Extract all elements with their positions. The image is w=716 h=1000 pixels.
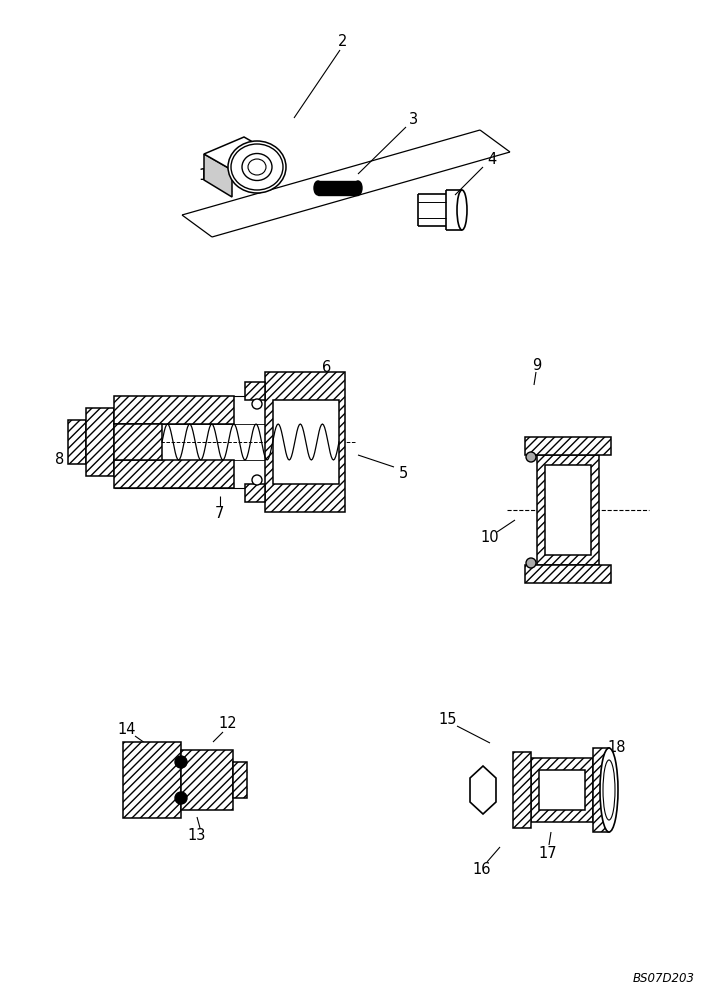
Text: 2: 2	[339, 34, 348, 49]
Bar	[318, 181, 358, 195]
Ellipse shape	[354, 181, 362, 195]
Bar	[593, 748, 609, 832]
Bar	[539, 770, 585, 810]
Bar	[525, 565, 611, 583]
Text: BS07D203: BS07D203	[633, 972, 695, 985]
Text: 4: 4	[488, 152, 497, 167]
Ellipse shape	[526, 558, 536, 568]
Bar	[273, 400, 339, 484]
Text: 15: 15	[439, 712, 458, 728]
Text: 6: 6	[322, 360, 332, 375]
Text: 9: 9	[533, 358, 541, 372]
Bar	[531, 758, 593, 822]
Circle shape	[252, 475, 262, 485]
Text: 3: 3	[408, 112, 417, 127]
Ellipse shape	[457, 190, 467, 230]
Text: 13: 13	[188, 828, 206, 842]
Bar	[265, 372, 345, 512]
Ellipse shape	[228, 141, 286, 193]
Bar	[114, 460, 234, 488]
Text: 12: 12	[218, 716, 237, 732]
Circle shape	[252, 399, 262, 409]
Ellipse shape	[603, 760, 615, 820]
Bar	[68, 420, 86, 464]
Polygon shape	[204, 137, 274, 170]
Ellipse shape	[248, 159, 266, 175]
Text: 14: 14	[117, 722, 136, 738]
Ellipse shape	[242, 153, 272, 180]
Polygon shape	[204, 154, 232, 197]
Text: 18: 18	[608, 740, 626, 756]
Text: 11: 11	[543, 538, 562, 554]
Text: 8: 8	[55, 452, 64, 468]
Ellipse shape	[314, 181, 322, 195]
Bar	[537, 455, 599, 565]
Circle shape	[175, 792, 187, 804]
Bar	[181, 750, 233, 810]
Ellipse shape	[526, 452, 536, 462]
Text: 17: 17	[538, 846, 557, 860]
Bar	[245, 484, 265, 502]
Circle shape	[175, 756, 187, 768]
Bar	[545, 465, 591, 555]
Bar	[513, 752, 531, 828]
Bar	[86, 408, 114, 476]
Text: 7: 7	[214, 506, 223, 520]
Polygon shape	[470, 766, 496, 814]
Bar	[233, 762, 247, 798]
Text: 10: 10	[480, 530, 499, 546]
Bar	[114, 424, 162, 460]
Bar	[245, 382, 265, 400]
Text: 1: 1	[198, 167, 208, 182]
Text: 16: 16	[473, 862, 491, 878]
Bar	[114, 396, 234, 424]
Bar	[123, 742, 181, 818]
Bar	[525, 437, 611, 455]
Text: 5: 5	[398, 466, 407, 481]
Ellipse shape	[600, 748, 618, 832]
